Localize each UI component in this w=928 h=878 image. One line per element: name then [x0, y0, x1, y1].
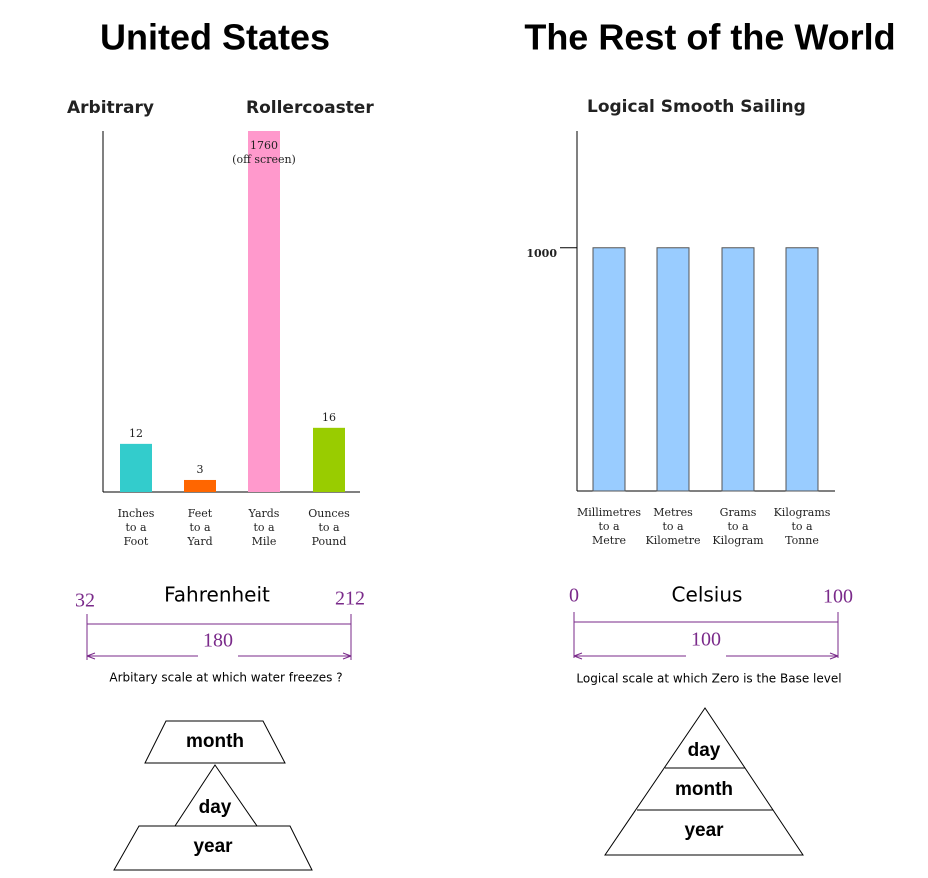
scale-low: 32 — [75, 590, 95, 612]
scale-high: 212 — [335, 588, 365, 610]
x-tick-label: Kilogram — [712, 534, 764, 547]
scale-name: Fahrenheit — [164, 583, 270, 607]
bar-chart: Logical Smooth Sailing1000Millimetresto … — [526, 97, 835, 547]
x-tick-label: to a — [253, 521, 275, 534]
x-tick-label: Kilometre — [645, 534, 700, 547]
pyramid-block — [113, 825, 313, 871]
dimension-line — [573, 652, 839, 660]
bar — [313, 427, 345, 492]
scale-high: 100 — [823, 586, 853, 608]
heading: United States — [100, 17, 330, 58]
x-tick-label: to a — [189, 521, 211, 534]
dimension-line — [86, 652, 352, 660]
value-label: 1760 — [250, 139, 278, 152]
pyramid — [604, 707, 804, 856]
scale-low: 0 — [569, 585, 579, 607]
x-tick-label: Ounces — [308, 507, 350, 520]
pyramid-label: day — [688, 740, 721, 761]
scale-span: 100 — [691, 629, 721, 651]
scale-span: 180 — [203, 630, 233, 652]
chart-title: Logical Smooth Sailing — [587, 97, 806, 117]
x-tick-label: Foot — [124, 535, 149, 548]
x-tick-label: Mile — [252, 535, 277, 548]
pyramid-block — [144, 720, 286, 764]
pyramid-label: month — [186, 731, 244, 752]
x-tick-label: Pound — [312, 535, 347, 548]
fahrenheit-scale: 32 212 Fahrenheit 180 Arbitary scale at … — [75, 583, 365, 685]
value-label: 12 — [129, 427, 143, 440]
x-tick-label: Metre — [592, 534, 626, 547]
bar — [656, 247, 690, 492]
x-tick-label: Yards — [248, 507, 280, 520]
bar — [592, 247, 626, 492]
x-tick-label: to a — [125, 521, 147, 534]
x-tick-label: Feet — [188, 507, 213, 520]
y-tick-label: 1000 — [526, 247, 557, 260]
x-tick-label: Tonne — [785, 534, 819, 547]
x-tick-label: to a — [662, 520, 684, 533]
annotation: (off screen) — [232, 153, 296, 166]
x-tick-label: Kilograms — [774, 506, 831, 519]
x-tick-label: Millimetres — [577, 506, 641, 519]
heading: The Rest of the World — [524, 17, 895, 58]
x-tick-label: to a — [598, 520, 620, 533]
bar — [785, 247, 819, 492]
bar — [721, 247, 755, 492]
date-order-left: month day year — [113, 720, 313, 871]
bar — [184, 479, 216, 492]
bar — [248, 131, 280, 492]
x-tick-label: Yard — [186, 535, 212, 548]
pyramid-label: year — [684, 820, 724, 841]
scale-name: Celsius — [672, 583, 743, 607]
x-tick-label: to a — [727, 520, 749, 533]
value-label: 16 — [322, 411, 336, 424]
x-tick-label: Metres — [653, 506, 693, 519]
value-label: 3 — [197, 463, 204, 476]
pyramid-label: month — [675, 779, 733, 800]
bar — [120, 443, 152, 492]
x-tick-label: to a — [318, 521, 340, 534]
celsius-scale: 0 100 Celsius 100 Logical scale at which… — [569, 583, 853, 686]
chart-title: Rollercoaster — [246, 98, 374, 118]
x-tick-label: Inches — [118, 507, 155, 520]
pyramid-label: year — [193, 836, 233, 857]
scale-caption: Arbitary scale at which water freezes ? — [109, 671, 342, 685]
date-order-right: day month year — [604, 707, 804, 856]
x-tick-label: Grams — [720, 506, 757, 519]
chart-title: Arbitrary — [67, 98, 154, 118]
x-tick-label: to a — [791, 520, 813, 533]
scale-caption: Logical scale at which Zero is the Base … — [576, 672, 841, 686]
pyramid-label: day — [199, 797, 232, 818]
